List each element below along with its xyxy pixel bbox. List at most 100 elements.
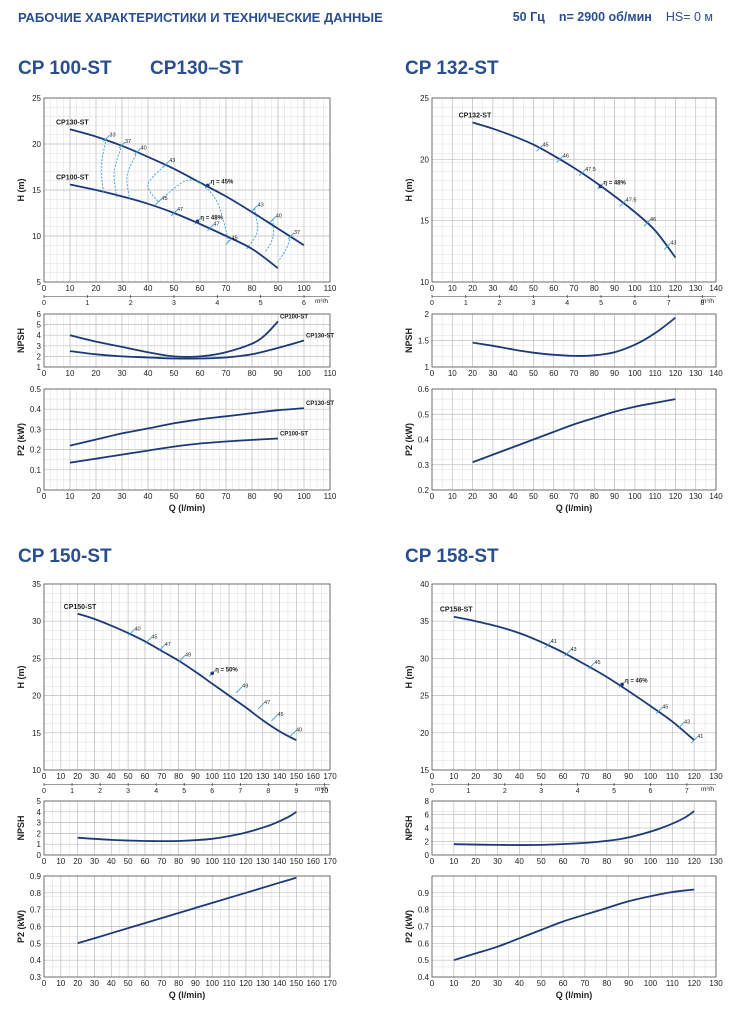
- x-tick-label: 90: [274, 369, 283, 378]
- y-tick-label: 0.5: [418, 410, 430, 419]
- series-line-cp100-st: [69, 437, 279, 464]
- y-axis-label: NPSH: [404, 815, 414, 840]
- x-tick-label: 10: [56, 772, 65, 781]
- efficiency-tick: [207, 224, 214, 232]
- x-tick-label: 130: [256, 772, 270, 781]
- efficiency-label: 40: [276, 213, 282, 219]
- y-axis-label: NPSH: [16, 815, 26, 840]
- efficiency-tick: [170, 209, 178, 217]
- x-tick-label: 80: [174, 857, 183, 866]
- x-tick-label: 130: [709, 857, 723, 866]
- y-tick-label: 6: [425, 811, 430, 820]
- x-tick-label: 20: [468, 369, 477, 378]
- x-tick-label: 90: [191, 772, 200, 781]
- x-tick-label: 80: [590, 369, 599, 378]
- x-tick-label: 50: [170, 284, 179, 293]
- y-tick-label: 4: [37, 808, 42, 817]
- y-axis-label: P2 (kW): [16, 423, 26, 456]
- x-tick-label: 130: [256, 979, 270, 988]
- y-tick-label: 15: [32, 186, 41, 195]
- x-tick-label: 70: [570, 284, 579, 293]
- x-tick-label: 70: [222, 284, 231, 293]
- y-tick-label: 10: [420, 278, 429, 287]
- x-tick-label: 90: [624, 857, 633, 866]
- power-frame: [431, 388, 717, 491]
- x-tick-label: 140: [709, 492, 723, 501]
- chart-title: CP 100-ST: [18, 58, 112, 79]
- chart-title-secondary: CP130–ST: [150, 58, 243, 79]
- x-tick-label: 50: [124, 857, 133, 866]
- x-tick-label: 100: [628, 369, 642, 378]
- m3h-tick-label: 6: [633, 300, 637, 307]
- y-tick-label: 1: [37, 363, 42, 372]
- efficiency-tick: [235, 686, 243, 693]
- x-tick-label: 110: [223, 979, 236, 988]
- y-tick-label: 30: [32, 617, 41, 626]
- best-efficiency-point: [210, 671, 215, 676]
- power-panel: 0.3 0.4 0.5 0.6 0.7 0.8 0.9 P2 (kW) 0 10 20 30 40 50 6…: [16, 872, 337, 988]
- efficiency-tick: [643, 219, 651, 227]
- y-tick-label: 25: [32, 654, 41, 663]
- npsh-grid: [431, 800, 717, 856]
- iso-efficiency-arc: [277, 235, 292, 263]
- x-tick-label: 100: [206, 772, 220, 781]
- x-tick-label: 90: [624, 772, 633, 781]
- y-tick-label: 25: [32, 94, 41, 103]
- efficiency-label: 43: [258, 202, 264, 208]
- y-tick-label: 8: [425, 797, 430, 806]
- x-tick-label: 0: [42, 369, 47, 378]
- x-tick-label: 10: [448, 284, 457, 293]
- m3h-tick-label: 10: [320, 788, 328, 795]
- y-tick-label: 1: [425, 363, 430, 372]
- npsh-frame: [43, 313, 331, 368]
- x-tick-label: 110: [649, 492, 662, 501]
- x-tick-label: 50: [529, 284, 538, 293]
- y-tick-label: 15: [32, 729, 41, 738]
- series-line-cp158-st: [453, 615, 695, 741]
- efficiency-label: η = 50%: [215, 667, 238, 673]
- x-tick-label: 30: [118, 284, 127, 293]
- npsh-panel: 0 2 4 6 8 NPSH 0 10 20 30 40 50 60 70 80 90 100 110 120 130: [404, 797, 723, 866]
- x-tick-label: 130: [709, 772, 723, 781]
- y-tick-label: 15: [420, 217, 429, 226]
- x-tick-label: 0: [430, 369, 435, 378]
- y-tick-label: 15: [420, 766, 429, 775]
- series-line-cp130-st: [69, 128, 305, 246]
- x-tick-label: 160: [306, 857, 320, 866]
- x-tick-label: 90: [610, 284, 619, 293]
- y-tick-label: 0: [425, 851, 430, 860]
- power-grid: [43, 875, 331, 978]
- y-tick-label: 25: [420, 94, 429, 103]
- y-axis-label: P2 (kW): [16, 910, 26, 943]
- efficiency-label: 43: [670, 240, 676, 246]
- x-tick-label: 100: [297, 284, 311, 293]
- m3h-tick-label: 0: [430, 300, 434, 307]
- x-tick-label: 100: [206, 857, 220, 866]
- x-tick-label: 100: [644, 979, 658, 988]
- y-tick-label: 0.3: [418, 461, 430, 470]
- efficiency-label: 45: [662, 704, 668, 710]
- efficiency-label: η = 48%: [603, 180, 626, 186]
- y-tick-label: 2: [425, 310, 430, 319]
- x-tick-label: 60: [549, 492, 558, 501]
- y-axis-label: H (m): [404, 179, 414, 202]
- m3h-tick-label: 4: [565, 300, 569, 307]
- y-tick-label: 4: [425, 824, 430, 833]
- x-tick-label: 110: [324, 492, 337, 501]
- m3h-tick-label: 2: [498, 300, 502, 307]
- x-tick-label: 70: [157, 979, 166, 988]
- m3h-tick-label: 2: [98, 788, 102, 795]
- header-conditions: 50 Гц n= 2900 об/мин HS= 0 м: [513, 10, 713, 24]
- m3h-unit: m³/h: [701, 298, 714, 305]
- m3h-unit: m³/h: [701, 786, 714, 793]
- head-grid: [431, 583, 717, 771]
- efficiency-label: 45: [151, 635, 157, 641]
- x-tick-label: 170: [323, 979, 337, 988]
- x-tick-label: 160: [306, 979, 320, 988]
- x-tick-label: 90: [274, 492, 283, 501]
- x-tick-label: 80: [602, 979, 611, 988]
- efficiency-label: 45: [543, 142, 549, 148]
- m3h-tick-label: 6: [649, 788, 653, 795]
- x-tick-label: 20: [92, 284, 101, 293]
